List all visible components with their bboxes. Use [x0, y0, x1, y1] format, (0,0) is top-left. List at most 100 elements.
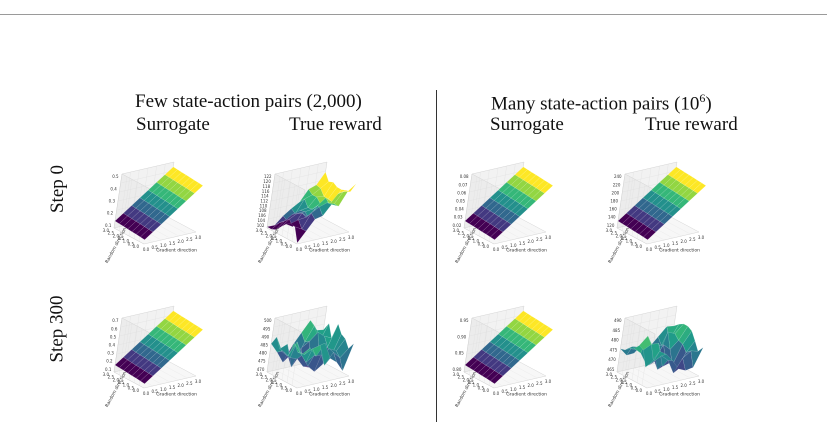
column-divider: [436, 90, 437, 422]
x-tick-label: 1.5: [322, 241, 329, 246]
y-tick-label: 2.5: [261, 231, 268, 236]
x-tick-label: 0.0: [143, 247, 150, 252]
col-title-left-true-reward: True reward: [289, 114, 382, 135]
row-title-step0: Step 0: [47, 164, 69, 214]
surface-plot-svg: 0.0 0.5 1.0 1.5 2.0 2.5 3.03.02.52.01.51.00.50…: [606, 161, 707, 265]
y-tick-label: 0.5: [281, 385, 288, 390]
tick-labels: 0.0 0.5 1.0 1.5 2.0 2.5 3.03.02.52.01.51.00.50…: [606, 174, 705, 252]
surface-facet: [181, 321, 195, 333]
x-tick-label: 1.0: [663, 387, 670, 392]
x-tick-label: 2.0: [177, 239, 184, 244]
y-tick-label: 1.5: [271, 380, 278, 385]
y-tick-label: 1.5: [271, 236, 278, 241]
x-tick-label: 2.0: [680, 239, 687, 244]
x-tick-label: 1.0: [663, 243, 670, 248]
z-tick-label: 500: [264, 318, 272, 323]
y-tick-label: 0.5: [128, 385, 135, 390]
surface-facet: [190, 182, 204, 194]
surface-facet: [531, 177, 545, 189]
x-tick-label: 1.5: [169, 241, 176, 246]
x-tick-label: 2.5: [186, 237, 193, 242]
right-group-title-exponent: 6: [699, 91, 706, 105]
surface: [114, 166, 204, 240]
z-tick-label: 0.4: [109, 343, 116, 348]
z-tick-label: 480: [259, 351, 267, 356]
surface-facet: [682, 330, 696, 353]
y-tick-label: 3.0: [453, 228, 460, 233]
z-tick-label: 122: [264, 174, 272, 179]
y-tick-label: 2.5: [458, 231, 465, 236]
col-title-right-surrogate: Surrogate: [490, 114, 564, 135]
z-tick-label: 116: [262, 189, 270, 194]
surface-plot-svg: 0.0 0.5 1.0 1.5 2.0 2.5 3.03.02.52.01.51.00.50…: [103, 161, 204, 265]
y-tick-label: 1.0: [123, 383, 130, 388]
y-tick-label: 1.0: [473, 239, 480, 244]
z-tick-label: 0.5: [112, 174, 119, 179]
y-tick-label: 2.0: [113, 233, 120, 238]
z-tick-label: 490: [614, 318, 622, 323]
x-tick-label: 2.0: [330, 239, 337, 244]
y-tick-label: 0.0: [133, 388, 140, 393]
top-rule: [0, 14, 827, 15]
x-tick-label: 3.0: [195, 235, 202, 240]
y-tick-label: 0.0: [483, 244, 490, 249]
surface-facet: [514, 310, 528, 322]
x-tick-label: 0.0: [296, 391, 303, 396]
z-tick-label: 0.3: [107, 351, 114, 356]
x-tick-label: 3.0: [545, 379, 552, 384]
y-tick-label: 0.0: [286, 388, 293, 393]
tick-labels: 0.0 0.5 1.0 1.5 2.0 2.5 3.03.02.52.01.51.00.50…: [103, 174, 202, 252]
y-tick-label: 3.0: [103, 228, 110, 233]
x-tick-label: 0.5: [501, 245, 508, 250]
y-tick-label: 2.0: [616, 233, 623, 238]
y-tick-label: 2.0: [266, 377, 273, 382]
y-tick-label: 0.0: [636, 244, 643, 249]
y-tick-label: 1.5: [621, 236, 628, 241]
z-tick-label: 0.2: [106, 359, 113, 364]
surface-facet: [164, 310, 178, 322]
surface-plot-svg: 0.0 0.5 1.0 1.5 2.0 2.5 3.03.02.52.01.51.00.50…: [103, 305, 204, 409]
x-tick-label: 2.5: [339, 381, 346, 386]
right-group-title-main: Many state-action pairs (10: [491, 93, 700, 115]
x-axis-label: Gradient direction: [659, 247, 700, 253]
x-tick-label: 2.0: [177, 383, 184, 388]
y-tick-label: 1.0: [123, 239, 130, 244]
x-tick-label: 1.5: [322, 385, 329, 390]
x-tick-label: 0.0: [296, 247, 303, 252]
y-tick-label: 2.5: [611, 375, 618, 380]
z-tick-label: 490: [262, 334, 270, 339]
surface-facet: [667, 166, 681, 178]
z-tick-label: 470: [257, 367, 265, 372]
x-tick-label: 2.5: [689, 381, 696, 386]
x-tick-label: 2.0: [680, 383, 687, 388]
surface-facet: [690, 347, 704, 368]
x-tick-label: 3.0: [698, 235, 705, 240]
surface-facet: [693, 182, 707, 194]
z-tick-label: 102: [257, 223, 265, 228]
x-tick-label: 0.5: [151, 245, 158, 250]
y-tick-label: 2.0: [266, 233, 273, 238]
x-tick-label: 1.5: [672, 385, 679, 390]
z-tick-label: 114: [261, 194, 269, 199]
z-tick-label: 0.08: [460, 174, 469, 179]
surface: [617, 166, 707, 240]
surface: [464, 166, 554, 240]
y-tick-label: 1.0: [276, 239, 283, 244]
z-tick-label: 475: [610, 347, 618, 352]
z-tick-label: 0.80: [452, 367, 461, 372]
z-tick-label: 0.02: [452, 223, 461, 228]
y-tick-label: 3.0: [256, 228, 263, 233]
x-tick-label: 0.5: [501, 389, 508, 394]
right-group-title: Many state-action pairs (106): [491, 91, 712, 115]
surface-facet: [336, 338, 349, 359]
y-tick-label: 0.5: [128, 241, 135, 246]
surface-facet: [164, 166, 178, 178]
y-tick-label: 2.0: [616, 377, 623, 382]
x-tick-label: 2.0: [527, 383, 534, 388]
surface-facet: [339, 343, 354, 372]
x-tick-label: 1.0: [160, 243, 167, 248]
z-tick-label: 110: [260, 203, 268, 208]
x-tick-label: 0.0: [493, 247, 500, 252]
z-tick-label: 104: [257, 218, 265, 223]
z-tick-label: 0.5: [110, 334, 117, 339]
